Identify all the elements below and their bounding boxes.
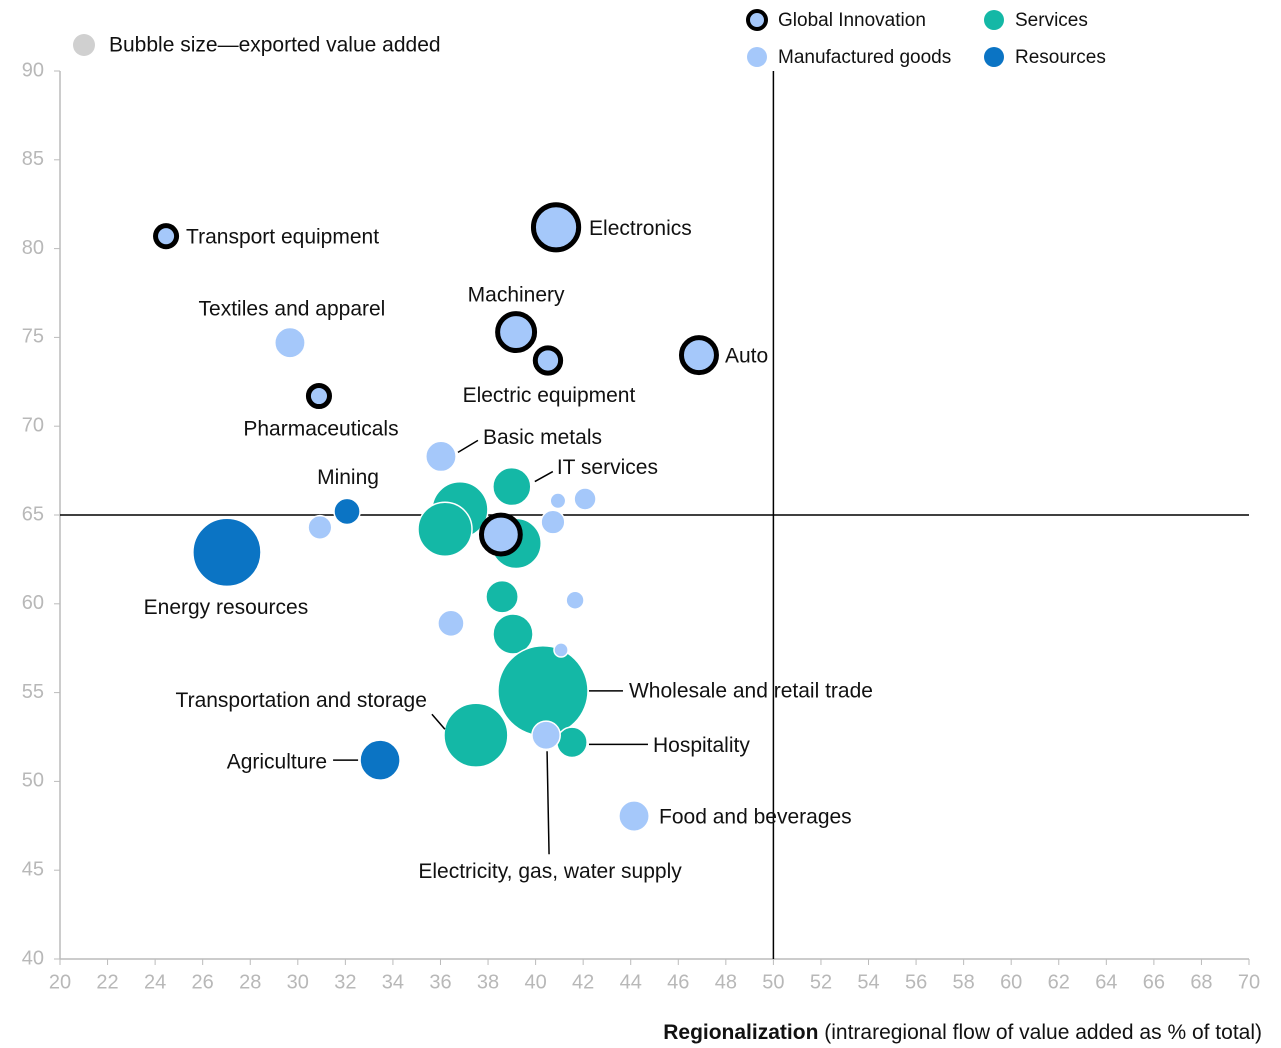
x-tick-label: 58 bbox=[953, 971, 975, 993]
legend-label: Manufactured goods bbox=[778, 47, 951, 68]
x-tick-label: 34 bbox=[382, 971, 404, 993]
bubble bbox=[307, 514, 333, 541]
x-tick-label: 36 bbox=[429, 971, 451, 993]
bubble-label: IT services bbox=[557, 456, 658, 479]
y-tick-label: 50 bbox=[22, 770, 44, 792]
x-tick-label: 30 bbox=[287, 971, 309, 993]
y-tick-label: 85 bbox=[22, 148, 44, 170]
x-tick-label: 46 bbox=[667, 971, 689, 993]
bubble bbox=[556, 726, 588, 759]
x-tick-label: 42 bbox=[572, 971, 594, 993]
bubble bbox=[618, 800, 650, 832]
x-tick-label: 24 bbox=[144, 971, 166, 993]
bubble bbox=[443, 702, 509, 768]
legend-marker bbox=[984, 10, 1004, 30]
bubble-label: Agriculture bbox=[227, 751, 327, 774]
legend-label: Global Innovation bbox=[778, 10, 926, 31]
leader-line bbox=[457, 439, 479, 454]
x-tick-label: 66 bbox=[1143, 971, 1165, 993]
bubble bbox=[532, 345, 564, 376]
bubble-label: Mining bbox=[317, 466, 379, 489]
bubble bbox=[549, 492, 567, 510]
bubble bbox=[531, 720, 561, 751]
bubble bbox=[333, 497, 361, 526]
x-tick-label: 32 bbox=[334, 971, 356, 993]
bubble-label: Basic metals bbox=[483, 426, 602, 449]
y-tick-label: 80 bbox=[22, 237, 44, 259]
legend-label: Services bbox=[1015, 10, 1088, 31]
x-axis-title-bold: Regionalization bbox=[663, 1021, 818, 1044]
leader-line bbox=[546, 751, 550, 855]
x-tick-label: 48 bbox=[715, 971, 737, 993]
bubble-label: Auto bbox=[725, 345, 768, 368]
bubble-label: Pharmaceuticals bbox=[243, 418, 398, 441]
legend-marker bbox=[984, 47, 1004, 67]
bubble-label: Electronics bbox=[589, 217, 692, 240]
bubble-label: Electricity, gas, water supply bbox=[418, 860, 682, 883]
y-tick-label: 45 bbox=[22, 858, 44, 880]
x-tick-label: 28 bbox=[239, 971, 261, 993]
x-tick-label: 60 bbox=[1000, 971, 1022, 993]
bubble bbox=[425, 440, 457, 473]
bubble bbox=[153, 223, 180, 250]
x-tick-label: 40 bbox=[524, 971, 546, 993]
bubble bbox=[192, 517, 262, 588]
bubble-label: Machinery bbox=[468, 284, 565, 307]
bubble bbox=[678, 335, 719, 376]
bubble bbox=[495, 311, 538, 354]
legend-label: Resources bbox=[1015, 47, 1106, 68]
bubble bbox=[485, 579, 519, 614]
bubble bbox=[530, 202, 582, 253]
bubble-label: Food and beverages bbox=[659, 806, 852, 829]
bubble bbox=[565, 590, 585, 610]
x-tick-label: 44 bbox=[620, 971, 642, 993]
bubble-label: Electric equipment bbox=[463, 384, 636, 407]
legend-marker bbox=[746, 9, 768, 31]
bubble bbox=[553, 642, 569, 658]
leader-line bbox=[534, 470, 554, 483]
x-tick-label: 68 bbox=[1190, 971, 1212, 993]
x-tick-label: 38 bbox=[477, 971, 499, 993]
bubble bbox=[437, 609, 465, 638]
x-tick-label: 26 bbox=[192, 971, 214, 993]
bubble-label: Hospitality bbox=[653, 734, 750, 757]
bubble-label: Textiles and apparel bbox=[199, 297, 386, 320]
x-axis-title-rest: (intraregional flow of value added as % … bbox=[818, 1021, 1262, 1044]
leader-line bbox=[431, 713, 446, 730]
x-tick-label: 64 bbox=[1095, 971, 1117, 993]
y-tick-label: 65 bbox=[22, 503, 44, 525]
x-tick-label: 54 bbox=[857, 971, 879, 993]
bubble-label: Transportation and storage bbox=[176, 689, 427, 712]
bubble bbox=[573, 487, 597, 511]
x-tick-label: 20 bbox=[49, 971, 71, 993]
legend-marker bbox=[747, 47, 767, 67]
bubble bbox=[540, 509, 566, 535]
x-tick-label: 70 bbox=[1238, 971, 1260, 993]
y-tick-label: 70 bbox=[22, 414, 44, 436]
x-tick-label: 62 bbox=[1048, 971, 1070, 993]
bubble bbox=[359, 739, 401, 781]
x-tick-label: 56 bbox=[905, 971, 927, 993]
x-axis-title: Regionalization (intraregional flow of v… bbox=[663, 1021, 1262, 1044]
x-tick-label: 52 bbox=[810, 971, 832, 993]
bubble-label: Energy resources bbox=[144, 596, 309, 619]
y-tick-label: 90 bbox=[22, 59, 44, 81]
y-tick-label: 55 bbox=[22, 681, 44, 703]
bubble-label: Wholesale and retail trade bbox=[629, 679, 873, 702]
size-note-marker bbox=[73, 34, 95, 56]
y-tick-label: 75 bbox=[22, 326, 44, 348]
y-tick-label: 60 bbox=[22, 592, 44, 614]
bubble bbox=[492, 466, 532, 507]
bubble-label: Transport equipment bbox=[186, 226, 379, 249]
x-tick-label: 22 bbox=[96, 971, 118, 993]
bubble bbox=[417, 501, 473, 557]
bubble bbox=[305, 382, 333, 410]
size-note: Bubble size—exported value added bbox=[109, 34, 441, 57]
bubble bbox=[478, 512, 523, 557]
bubble bbox=[274, 326, 306, 359]
bubble bbox=[492, 613, 534, 655]
x-tick-label: 50 bbox=[762, 971, 784, 993]
y-tick-label: 40 bbox=[22, 947, 44, 969]
